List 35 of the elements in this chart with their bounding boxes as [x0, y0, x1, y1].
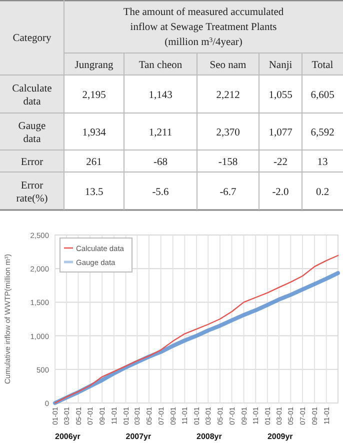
text: 1,077 [268, 128, 292, 138]
text: -68 [154, 157, 168, 168]
text: -6.7 [220, 187, 236, 198]
text: 1,934 [82, 128, 106, 138]
category-label: Calculate data [12, 84, 52, 108]
text: -158 [218, 157, 238, 168]
text: 2,212 [216, 90, 240, 101]
text: 6,605 [310, 90, 334, 101]
text: 2,370 [216, 128, 240, 138]
text: 2008yr [196, 432, 222, 441]
category-label: Error rate(%) [16, 180, 48, 204]
text: -22 [274, 157, 288, 168]
text: 6,592 [310, 128, 334, 138]
text: 2007yr [126, 432, 152, 441]
category-label: Total [312, 60, 334, 71]
text: 13 [317, 157, 328, 168]
category-label: Nanji [268, 60, 292, 71]
text: -2.0 [272, 187, 289, 198]
text: 0.2 [316, 187, 330, 198]
text: Category [12, 33, 52, 44]
category-label: Seo nam [210, 60, 246, 71]
text: 1,055 [268, 90, 292, 101]
text: The amount of measured accumulated inflow at Sewage Treatment Plants (million m$^{3}$/4year) [123, 7, 284, 48]
text: 1,143 [148, 90, 172, 101]
text: 1,211 [148, 128, 172, 138]
text: 2006yr [55, 432, 80, 441]
category-label: Gauge data [18, 121, 46, 145]
category-label: Tan cheon [138, 60, 183, 71]
category-label: Error [20, 157, 44, 168]
text: 261 [86, 157, 102, 168]
text: 2009yr [267, 432, 293, 441]
category-label: Jungrang [74, 60, 114, 71]
text: -5.6 [152, 187, 169, 198]
text: 13.5 [84, 187, 104, 198]
text: 2,195 [82, 90, 106, 101]
